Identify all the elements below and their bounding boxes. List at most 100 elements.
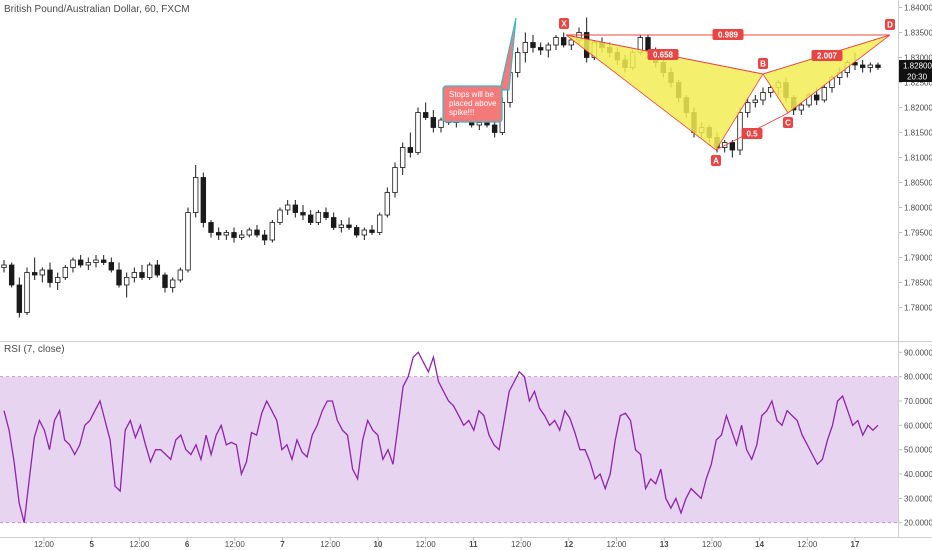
candle	[246, 227, 253, 238]
rsi-axis[interactable]: 90.0000 80.0000 70.0000 60.0000 50.0000 40.00…	[898, 348, 932, 528]
pattern-point-x: X	[559, 18, 569, 29]
candle-body	[254, 229, 260, 236]
candle	[821, 85, 828, 103]
candle-body	[108, 262, 115, 271]
candle	[859, 60, 866, 73]
candle-body	[407, 147, 414, 153]
candle	[100, 255, 107, 265]
time-tick-label: 12:00	[511, 540, 532, 549]
candle-body	[867, 64, 874, 68]
candle	[8, 262, 15, 288]
candle-body	[70, 259, 76, 268]
rsi-pane[interactable]: RSI (7, close)	[0, 344, 898, 524]
harmonic-pattern[interactable]: 0.658 0.989 0.5 2.007 X A B C D	[559, 18, 895, 166]
time-tick-label: 12:00	[320, 540, 341, 549]
candle-body	[77, 259, 84, 266]
candle	[77, 255, 84, 268]
candle-body	[223, 232, 230, 236]
candle-body	[560, 37, 567, 46]
candle	[392, 162, 398, 198]
point-bg	[559, 18, 569, 29]
candle-body	[530, 42, 536, 48]
candle-body	[139, 272, 145, 278]
point-label: C	[785, 119, 791, 128]
candle-body	[545, 44, 552, 51]
candle	[162, 272, 168, 293]
point-label: X	[561, 20, 567, 29]
time-axis[interactable]: 12:00 5 12:00 6 12:00 7 12:00 10 12:00 11 12:00 12 1…	[34, 537, 860, 549]
candle	[1, 260, 7, 273]
candle	[514, 47, 521, 78]
countdown-bg	[899, 71, 932, 82]
candle	[729, 140, 736, 158]
candle-body	[116, 269, 122, 286]
candle-body	[131, 272, 138, 278]
candle-body	[484, 122, 490, 126]
candle-body	[476, 122, 483, 126]
candle	[867, 62, 874, 73]
ratio-bc-d: 2.007	[811, 50, 843, 61]
time-tick-label: 14	[755, 540, 764, 549]
candle-body	[62, 267, 69, 278]
point-label: D	[887, 21, 893, 30]
time-tick-label: 5	[89, 540, 94, 549]
ratio-xa-d-text: 0.989	[718, 31, 739, 40]
time-tick-label: 12:00	[702, 540, 723, 549]
candle	[315, 210, 322, 225]
price-tick-label: 1.83000	[904, 54, 932, 63]
candle-body	[821, 87, 828, 101]
candle-body	[491, 124, 498, 133]
candle-body	[752, 99, 759, 103]
candle-body	[123, 277, 130, 286]
point-bg	[783, 117, 793, 128]
candle	[108, 257, 115, 273]
candle-body	[93, 259, 99, 263]
candle	[24, 267, 30, 315]
candle-body	[208, 222, 214, 233]
candle-body	[315, 212, 322, 223]
point-label: B	[760, 60, 766, 69]
candle-body	[721, 142, 728, 148]
candle-body	[284, 204, 291, 211]
ratio-xa-d-bg	[712, 29, 744, 40]
point-bg	[758, 58, 768, 69]
price-pane[interactable]	[0, 0, 898, 341]
price-tick-label: 1.78500	[904, 279, 932, 288]
candle-body	[269, 222, 276, 241]
note-line-1: Stops will be	[449, 90, 494, 99]
candle	[346, 217, 352, 230]
rsi-tick-label: 90.0000	[904, 348, 932, 357]
candle-body	[514, 52, 521, 73]
price-tick-label: 1.81500	[904, 129, 932, 138]
stops-note[interactable]: Stops will be placed above spike!!!	[442, 17, 517, 123]
note-line-2: placed above	[449, 99, 497, 108]
time-tick-label: 12:00	[606, 540, 627, 549]
price-axis[interactable]: 1.84000 1.83500 1.83000 1.82500 1.82000 1.815…	[898, 4, 932, 313]
candle	[798, 102, 805, 115]
candle	[139, 265, 145, 280]
ratio-xa-d: 0.989	[712, 29, 744, 40]
candle-body	[361, 229, 368, 236]
price-tick-label: 1.81000	[904, 154, 932, 163]
candle-body	[16, 284, 23, 313]
point-bg	[885, 19, 895, 30]
time-tick-label: 13	[660, 540, 669, 549]
candle-body	[568, 39, 575, 46]
candle	[277, 207, 283, 225]
candle	[85, 257, 92, 270]
candle	[760, 87, 766, 105]
candle-body	[744, 102, 751, 113]
rsi-tick-label: 50.0000	[904, 446, 932, 455]
candle	[330, 212, 337, 230]
ratio-xa-b: 0.658	[647, 49, 679, 60]
candle-body	[859, 64, 866, 68]
candle	[16, 277, 23, 318]
point-bg	[711, 155, 721, 166]
candle	[47, 262, 53, 288]
rsi-tick-label: 20.0000	[904, 519, 932, 528]
candle	[323, 207, 329, 220]
candle-body	[813, 94, 820, 101]
rsi-band	[0, 376, 898, 523]
candle-body	[24, 272, 30, 313]
